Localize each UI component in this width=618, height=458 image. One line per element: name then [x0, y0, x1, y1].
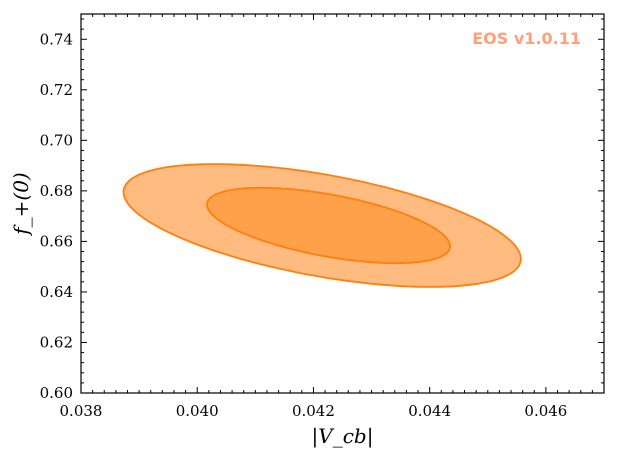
- y-tick-label: 0.74: [40, 30, 73, 48]
- credible-regions: [122, 163, 522, 288]
- x-tick-labels: 0.038 0.040 0.042 0.044 0.046: [60, 402, 568, 420]
- x-axis-label: |V_cb|: [312, 424, 374, 449]
- y-tick-label: 0.66: [40, 232, 73, 250]
- y-tick-label: 0.68: [40, 182, 73, 200]
- y-tick-label: 0.62: [40, 333, 73, 351]
- x-tick-label: 0.044: [408, 402, 451, 420]
- y-axis-label: f_+(0): [9, 172, 33, 237]
- y-tick-label: 0.72: [40, 81, 73, 99]
- y-tick-labels: 0.60 0.62 0.64 0.66 0.68 0.70 0.72 0.74: [40, 30, 73, 402]
- x-tick-label: 0.040: [176, 402, 219, 420]
- eos-watermark: EOS v1.0.11: [472, 29, 581, 48]
- axis-ticks: [80, 14, 605, 394]
- plot-frame: [80, 13, 605, 394]
- y-tick-label: 0.70: [40, 131, 73, 149]
- x-tick-label: 0.038: [60, 402, 103, 420]
- y-tick-label: 0.64: [40, 283, 73, 301]
- x-tick-label: 0.042: [292, 402, 335, 420]
- credible-region-inner: [206, 186, 452, 265]
- y-tick-label: 0.60: [40, 384, 73, 402]
- x-tick-label: 0.046: [524, 402, 567, 420]
